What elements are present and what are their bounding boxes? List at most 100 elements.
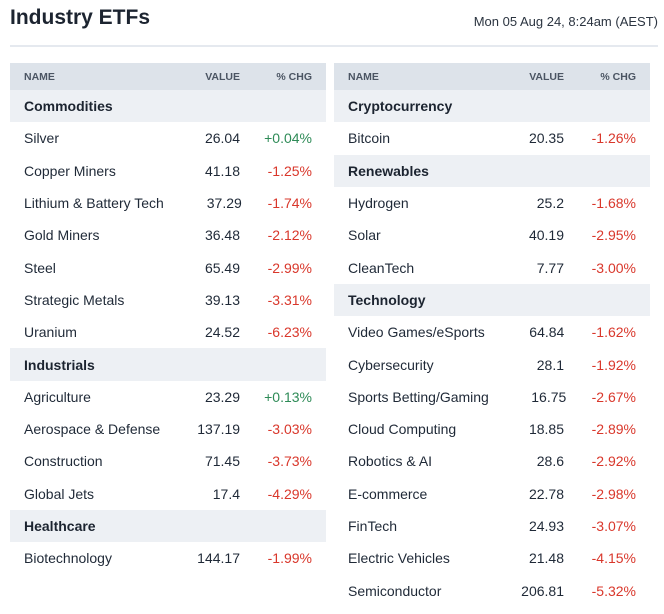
etf-change: -3.73% xyxy=(267,453,312,470)
table-row[interactable]: Strategic Metals 39.13 -3.31% xyxy=(10,284,326,316)
etf-name[interactable]: CleanTech xyxy=(348,259,415,276)
table-row[interactable]: Uranium 24.52 -6.23% xyxy=(10,316,326,348)
table-row[interactable]: Copper Miners 41.18 -1.25% xyxy=(10,155,326,187)
etf-name[interactable]: Biotechnology xyxy=(24,550,112,567)
etf-change: -1.99% xyxy=(267,550,312,567)
etf-change: -2.12% xyxy=(267,227,312,244)
table-row[interactable]: Solar 40.19 -2.95% xyxy=(334,219,650,251)
etf-change: -1.62% xyxy=(591,324,636,341)
table-row[interactable]: Bitcoin 20.35 -1.26% xyxy=(334,122,650,154)
table-row[interactable]: Agriculture 23.29 +0.13% xyxy=(10,381,326,413)
etf-change: -2.67% xyxy=(591,388,636,405)
etf-name[interactable]: Global Jets xyxy=(24,485,95,502)
etf-name[interactable]: Agriculture xyxy=(24,388,91,405)
group-header: Commodities xyxy=(10,90,326,123)
etf-name[interactable]: Robotics & AI xyxy=(348,453,433,470)
table-row[interactable]: FinTech 24.93 -3.07% xyxy=(334,510,650,542)
etf-value: 36.48 xyxy=(204,227,240,244)
etf-name[interactable]: Video Games/eSports xyxy=(348,324,485,341)
etf-change: -2.89% xyxy=(591,421,636,438)
etf-value: 37.29 xyxy=(206,195,242,212)
table-row[interactable]: Cybersecurity 28.1 -1.92% xyxy=(334,348,650,380)
etf-value: 71.45 xyxy=(204,453,240,470)
table-row[interactable]: Construction 71.45 -3.73% xyxy=(10,445,326,477)
etf-value: 137.19 xyxy=(197,421,241,438)
etf-value: 7.77 xyxy=(536,259,564,276)
etf-change: -2.99% xyxy=(267,259,312,276)
column-header-chg[interactable]: % CHG xyxy=(276,70,312,83)
etf-value: 28.1 xyxy=(536,356,564,373)
column-header-name[interactable]: NAME xyxy=(24,70,55,83)
table-row[interactable]: Semiconductor 206.81 -5.32% xyxy=(334,574,650,606)
table-row[interactable]: Robotics & AI 28.6 -2.92% xyxy=(334,445,650,477)
group-header: Healthcare xyxy=(10,509,326,543)
etf-name[interactable]: Cybersecurity xyxy=(348,356,434,373)
etf-change: -5.32% xyxy=(591,582,636,599)
table-row[interactable]: Silver 26.04 +0.04% xyxy=(10,122,326,154)
etf-name[interactable]: Solar xyxy=(348,227,381,244)
table-row[interactable]: Video Games/eSports 64.84 -1.62% xyxy=(334,316,650,348)
etf-name[interactable]: Construction xyxy=(24,453,103,470)
table-row[interactable]: Gold Miners 36.48 -2.12% xyxy=(10,219,326,251)
table-row[interactable]: Lithium & Battery Tech 37.29 -1.74% xyxy=(10,187,326,219)
etf-change: -1.92% xyxy=(591,356,636,373)
table-body: Commodities Silver 26.04 +0.04% Copper Miner… xyxy=(10,90,326,574)
etf-change: -2.92% xyxy=(591,453,636,470)
etf-change: -4.15% xyxy=(591,550,636,567)
etf-value: 24.52 xyxy=(204,324,240,341)
column-header-value[interactable]: VALUE xyxy=(205,70,240,83)
etf-change: -3.31% xyxy=(267,291,312,308)
table-row[interactable]: E-commerce 22.78 -2.98% xyxy=(334,478,650,510)
table-row[interactable]: CleanTech 7.77 -3.00% xyxy=(334,251,650,283)
etf-change: -6.23% xyxy=(267,324,312,341)
etf-name[interactable]: Semiconductor xyxy=(348,582,442,599)
group-header: Cryptocurrency xyxy=(334,90,650,123)
etf-value: 26.04 xyxy=(204,130,240,147)
etf-table-left: NAME VALUE % CHG Commodities Silver 26.04 +… xyxy=(10,63,326,574)
etf-name[interactable]: Bitcoin xyxy=(348,130,391,147)
table-header: NAME VALUE % CHG xyxy=(10,63,326,90)
column-header-value[interactable]: VALUE xyxy=(529,70,564,83)
etf-value: 28.6 xyxy=(536,453,564,470)
table-row[interactable]: Electric Vehicles 21.48 -4.15% xyxy=(334,542,650,574)
etf-value: 40.19 xyxy=(528,227,564,244)
etf-name[interactable]: E-commerce xyxy=(348,485,428,502)
etf-name[interactable]: Hydrogen xyxy=(348,195,409,212)
etf-value: 22.78 xyxy=(528,485,564,502)
table-row[interactable]: Sports Betting/Gaming 16.75 -2.67% xyxy=(334,381,650,413)
etf-name[interactable]: Electric Vehicles xyxy=(348,550,450,567)
etf-name[interactable]: Lithium & Battery Tech xyxy=(24,195,164,212)
etf-name[interactable]: Gold Miners xyxy=(24,227,100,244)
etf-name[interactable]: Cloud Computing xyxy=(348,421,457,438)
table-row[interactable]: Steel 65.49 -2.99% xyxy=(10,251,326,283)
table-row[interactable]: Hydrogen 25.2 -1.68% xyxy=(334,187,650,219)
etf-name[interactable]: Aerospace & Defense xyxy=(24,421,161,438)
etf-value: 16.75 xyxy=(531,388,567,405)
table-header: NAME VALUE % CHG xyxy=(334,63,650,90)
etf-value: 25.2 xyxy=(536,195,564,212)
etf-value: 41.18 xyxy=(204,162,240,179)
etf-change: -4.29% xyxy=(267,485,312,502)
table-row[interactable]: Biotechnology 144.17 -1.99% xyxy=(10,542,326,574)
etf-change: +0.04% xyxy=(264,130,312,147)
etf-change: -2.98% xyxy=(591,485,636,502)
etf-name[interactable]: Steel xyxy=(24,259,56,276)
etf-name[interactable]: FinTech xyxy=(348,518,398,534)
etf-name[interactable]: Sports Betting/Gaming xyxy=(348,388,489,405)
etf-value: 17.4 xyxy=(212,485,240,502)
etf-value: 65.49 xyxy=(204,259,240,276)
table-row[interactable]: Cloud Computing 18.85 -2.89% xyxy=(334,413,650,445)
etf-change: -3.07% xyxy=(591,518,636,534)
etf-name[interactable]: Copper Miners xyxy=(24,162,116,179)
table-row[interactable]: Aerospace & Defense 137.19 -3.03% xyxy=(10,413,326,445)
etf-value: 18.85 xyxy=(528,421,564,438)
etf-name[interactable]: Uranium xyxy=(24,324,77,341)
etf-name[interactable]: Silver xyxy=(24,130,60,147)
etf-value: 39.13 xyxy=(204,291,240,308)
table-row[interactable]: Global Jets 17.4 -4.29% xyxy=(10,478,326,510)
column-header-name[interactable]: NAME xyxy=(348,70,379,83)
etf-name[interactable]: Strategic Metals xyxy=(24,291,125,308)
column-header-chg[interactable]: % CHG xyxy=(600,70,636,83)
group-header: Industrials xyxy=(10,348,326,381)
etf-change: -1.25% xyxy=(267,162,312,179)
